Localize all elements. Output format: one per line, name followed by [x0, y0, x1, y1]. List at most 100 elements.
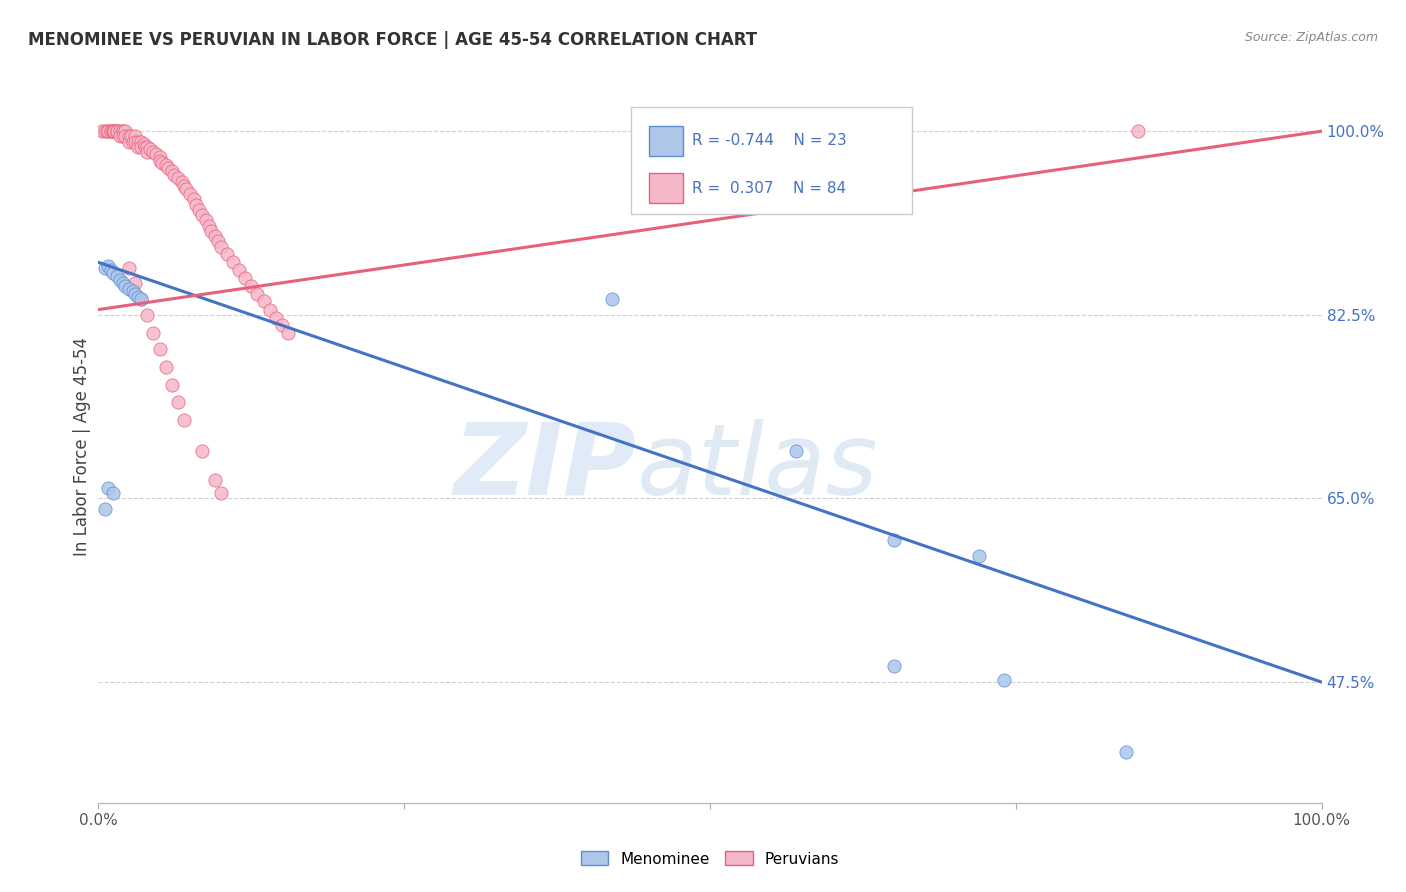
- Point: [127, 140, 149, 154]
- Point: [97, 259, 120, 273]
- Point: [129, 135, 152, 149]
- Point: [160, 164, 183, 178]
- Point: [101, 486, 124, 500]
- Point: [228, 262, 250, 277]
- Point: [121, 284, 143, 298]
- Point: [100, 124, 122, 138]
- Point: [167, 395, 190, 409]
- Point: [101, 266, 124, 280]
- Point: [101, 124, 124, 138]
- Point: [149, 153, 172, 168]
- Point: [93, 502, 115, 516]
- Point: [1115, 746, 1137, 760]
- Point: [105, 268, 128, 283]
- Point: [155, 158, 177, 172]
- Point: [142, 145, 165, 160]
- Point: [259, 302, 281, 317]
- Point: [600, 292, 623, 306]
- Point: [111, 277, 134, 291]
- Text: ZIP: ZIP: [454, 419, 637, 516]
- Point: [149, 343, 172, 357]
- FancyBboxPatch shape: [648, 172, 683, 202]
- Point: [105, 124, 128, 138]
- Point: [173, 413, 195, 427]
- Point: [121, 135, 143, 149]
- Point: [163, 168, 186, 182]
- Point: [114, 279, 136, 293]
- Point: [129, 292, 152, 306]
- Point: [136, 145, 159, 160]
- Point: [118, 260, 141, 275]
- Point: [209, 239, 232, 253]
- Point: [93, 124, 115, 138]
- Point: [101, 124, 124, 138]
- Point: [111, 124, 134, 138]
- Point: [124, 129, 146, 144]
- Y-axis label: In Labor Force | Age 45-54: In Labor Force | Age 45-54: [73, 336, 91, 556]
- Point: [132, 136, 155, 151]
- Point: [209, 486, 232, 500]
- FancyBboxPatch shape: [630, 107, 912, 214]
- Point: [170, 175, 193, 189]
- Point: [967, 549, 990, 564]
- Point: [240, 279, 263, 293]
- Point: [883, 533, 905, 548]
- Legend: Menominee, Peruvians: Menominee, Peruvians: [581, 852, 839, 866]
- FancyBboxPatch shape: [648, 126, 683, 155]
- Point: [103, 124, 125, 138]
- Point: [118, 129, 141, 144]
- Point: [191, 444, 214, 458]
- Point: [160, 378, 183, 392]
- Point: [183, 193, 205, 207]
- Text: R =  0.307    N = 84: R = 0.307 N = 84: [692, 181, 846, 196]
- Point: [155, 360, 177, 375]
- Point: [96, 124, 118, 138]
- Point: [142, 326, 165, 340]
- Point: [114, 124, 136, 138]
- Point: [270, 318, 294, 333]
- Point: [167, 171, 190, 186]
- Point: [179, 187, 201, 202]
- Point: [222, 255, 245, 269]
- Point: [129, 140, 152, 154]
- Text: atlas: atlas: [637, 419, 879, 516]
- Point: [124, 135, 146, 149]
- Point: [103, 124, 125, 138]
- Point: [100, 262, 122, 277]
- Point: [145, 147, 167, 161]
- Point: [883, 659, 905, 673]
- Point: [111, 124, 134, 138]
- Point: [215, 247, 238, 261]
- Point: [91, 124, 114, 138]
- Point: [233, 271, 256, 285]
- Point: [127, 290, 149, 304]
- Point: [136, 308, 159, 322]
- Point: [200, 224, 222, 238]
- Point: [129, 292, 152, 306]
- Point: [252, 294, 274, 309]
- Point: [124, 277, 146, 291]
- Point: [100, 124, 122, 138]
- Point: [1128, 124, 1150, 138]
- Point: [207, 235, 229, 249]
- Point: [150, 155, 173, 169]
- Point: [134, 140, 156, 154]
- Point: [264, 310, 287, 325]
- Point: [110, 273, 132, 287]
- Point: [173, 178, 195, 193]
- Point: [118, 135, 141, 149]
- Text: Source: ZipAtlas.com: Source: ZipAtlas.com: [1244, 31, 1378, 45]
- Point: [197, 219, 219, 233]
- Point: [118, 282, 141, 296]
- Point: [97, 481, 120, 495]
- Point: [105, 124, 128, 138]
- Point: [191, 208, 214, 222]
- Point: [105, 124, 128, 138]
- Point: [176, 182, 198, 196]
- Point: [97, 124, 120, 138]
- Point: [136, 140, 159, 154]
- Text: MENOMINEE VS PERUVIAN IN LABOR FORCE | AGE 45-54 CORRELATION CHART: MENOMINEE VS PERUVIAN IN LABOR FORCE | A…: [28, 31, 758, 49]
- Point: [120, 129, 142, 144]
- Point: [139, 142, 162, 156]
- Point: [277, 326, 299, 340]
